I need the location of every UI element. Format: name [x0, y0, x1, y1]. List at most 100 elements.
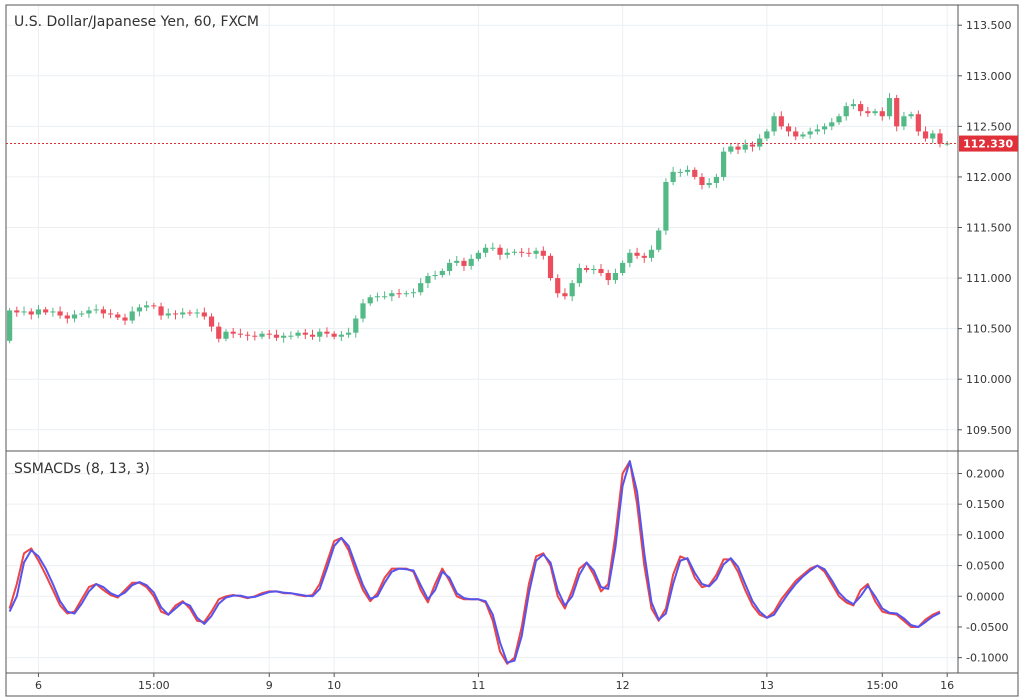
candle-body [374, 296, 381, 298]
candle-body [14, 310, 20, 313]
candle-body [555, 278, 561, 294]
price-tick-label: 111.000 [966, 272, 1012, 285]
candle-body [497, 247, 503, 255]
candle-body [288, 335, 294, 337]
candle-body [28, 311, 34, 315]
candle-body [461, 260, 467, 266]
candle-body [100, 309, 106, 314]
price-chart-title: U.S. Dollar/Japanese Yen, 60, FXCM [14, 14, 259, 30]
candle-body [353, 318, 359, 333]
candle-body [728, 146, 734, 152]
time-tick-label: 9 [266, 679, 273, 692]
price-tick-label: 112.000 [966, 171, 1012, 184]
candle-body [843, 106, 849, 117]
time-tick-label: 10 [327, 679, 341, 692]
candle-body [35, 309, 42, 315]
candle-body [821, 126, 828, 130]
candle-body [865, 111, 871, 114]
candle-body [43, 309, 49, 313]
candle-body [721, 151, 727, 177]
candle-body [208, 316, 215, 327]
candle-body [814, 129, 820, 132]
candle-body [930, 133, 936, 139]
candle-body [237, 333, 243, 335]
price-tick-label: 110.500 [966, 323, 1012, 336]
indicator-title: SSMACDs (8, 13, 3) [14, 461, 150, 477]
candle-body [273, 334, 280, 338]
candle-body [533, 250, 539, 254]
candle-body [634, 252, 640, 256]
candle-body [886, 98, 893, 117]
candle-body [829, 122, 835, 127]
candle-body [757, 138, 763, 147]
candle-body [706, 183, 712, 186]
candle-body [57, 311, 63, 316]
candle-body [144, 305, 150, 308]
candle-body [107, 313, 114, 315]
candle-body [389, 293, 395, 297]
time-tick-label: 12 [616, 679, 630, 692]
price-tick-label: 111.500 [966, 222, 1012, 235]
signal-line [8, 460, 941, 664]
candle-body [259, 333, 265, 337]
candle-body [648, 249, 655, 258]
candle-body [483, 247, 489, 253]
candle-body [850, 104, 857, 107]
candle-body [735, 146, 741, 150]
candle-body [894, 98, 900, 127]
ssmacd-lines [8, 460, 941, 665]
candle-body [778, 116, 784, 127]
candle-body [569, 283, 575, 297]
candle-body [699, 176, 705, 186]
price-tick-label: 110.000 [966, 373, 1012, 386]
candle-body [317, 331, 323, 337]
candle-body [562, 293, 568, 297]
candle-body [922, 131, 929, 139]
candle-body [785, 126, 792, 132]
time-tick-label: 11 [471, 679, 485, 692]
candle-body [793, 131, 799, 137]
candle-body [252, 335, 258, 337]
candle-body [223, 331, 229, 339]
candle-body [345, 332, 352, 335]
candle-body [591, 268, 597, 270]
candle-body [504, 252, 510, 255]
candle-body [908, 114, 914, 117]
indicator-tick-label: 0.2000 [966, 467, 1005, 480]
current-price-label: 112.330 [963, 138, 1013, 151]
price-tick-label: 109.500 [966, 424, 1012, 437]
candle-body [21, 311, 27, 313]
grid-lines [6, 5, 958, 673]
candle-body [677, 171, 683, 173]
time-tick-label: 16 [940, 679, 954, 692]
candle-body [547, 255, 554, 279]
candle-body [115, 314, 121, 318]
candle-body [338, 334, 344, 337]
candle-body [663, 181, 669, 231]
candle-body [511, 251, 518, 253]
chart-frame [5, 4, 1019, 697]
candle-body [576, 267, 582, 284]
candle-body [713, 176, 719, 183]
candle-body [50, 311, 56, 313]
candle-body [858, 104, 864, 112]
candle-body [901, 116, 907, 127]
candle-body [872, 111, 878, 114]
candle-body [230, 331, 236, 334]
time-tick-label: 6 [35, 679, 42, 692]
time-tick-label: 15:00 [866, 679, 898, 692]
candle-body [266, 333, 272, 335]
candle-body [324, 331, 330, 334]
candle-body [605, 273, 611, 281]
candle-body [670, 171, 676, 182]
current-price-tag [959, 135, 1018, 152]
candle-body [475, 252, 481, 259]
candle-body [151, 305, 157, 307]
indicator-tick-label: 0.1000 [966, 529, 1005, 542]
candle-body [93, 309, 99, 311]
candle-body [771, 116, 777, 132]
candle-body [71, 314, 78, 319]
candle-body [540, 250, 546, 256]
candle-body [915, 114, 921, 132]
candle-body [620, 262, 626, 274]
